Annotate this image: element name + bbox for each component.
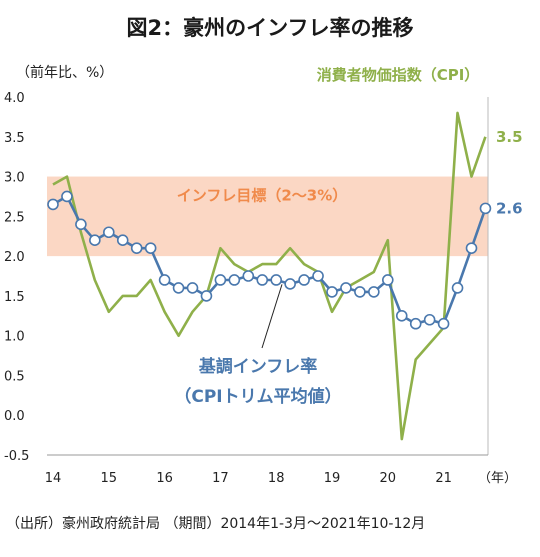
trimmed-mean-point	[423, 313, 436, 326]
trimmed-mean-point	[437, 317, 450, 330]
trimmed-mean-point	[75, 218, 87, 231]
y-tick-label: 1.0	[4, 330, 25, 345]
trimmed-mean-point	[144, 242, 157, 254]
trimmed-mean-point	[256, 274, 269, 286]
trimmed-mean-point	[200, 290, 213, 302]
y-tick-label: 0.5	[4, 369, 25, 384]
y-axis-unit-label: （前年比、%）	[16, 65, 114, 81]
trimmed-mean-end-value-label: 2.6	[496, 199, 523, 217]
x-axis-unit-label: （年）	[478, 471, 517, 486]
trimmed-mean-point	[89, 234, 101, 246]
source-note: （出所）豪州政府統計局 （期間）2014年1-3月～2021年10-12月	[6, 516, 426, 532]
trimmed-mean-point	[381, 274, 394, 286]
trimmed-mean-point	[214, 274, 227, 286]
trimmed-mean-pointer	[261, 284, 283, 349]
cpi-end-value-label: 3.5	[496, 128, 523, 146]
x-tick-label: 14	[45, 471, 62, 486]
cpi-line	[52, 111, 487, 441]
trimmed-mean-point	[172, 282, 185, 294]
trimmed-mean-point	[242, 270, 255, 282]
trimmed-mean-point	[298, 274, 310, 286]
y-axis-ticks: 4.0 3.5 3.0 2.5 2.0 1.5 1.0 0.5 0.0 -0.5	[4, 91, 29, 464]
trimmed-mean-series-label-line1: 基調インフレ率	[198, 356, 318, 377]
trimmed-mean-point	[451, 282, 464, 294]
y-tick-label: 2.0	[4, 250, 25, 265]
trimmed-mean-point	[61, 190, 73, 203]
trimmed-mean-point	[158, 274, 171, 286]
y-tick-label: 2.5	[4, 210, 25, 225]
trimmed-mean-point	[368, 286, 380, 298]
x-tick-label: 17	[212, 471, 229, 486]
trimmed-mean-point	[116, 234, 129, 246]
trimmed-mean-point	[47, 198, 59, 211]
trimmed-mean-point	[312, 270, 324, 282]
y-tick-label: 1.5	[4, 290, 25, 305]
x-tick-label: 20	[380, 471, 397, 486]
series-layer	[47, 111, 492, 441]
trimmed-mean-point	[186, 282, 199, 294]
y-tick-label: -0.5	[4, 449, 29, 464]
trimmed-mean-point	[354, 286, 366, 298]
trimmed-mean-point	[228, 274, 241, 286]
trimmed-mean-point	[395, 309, 408, 322]
x-tick-label: 18	[268, 471, 285, 486]
x-tick-label: 15	[101, 471, 118, 486]
y-tick-label: 0.0	[4, 409, 25, 424]
trimmed-mean-point	[270, 274, 283, 286]
target-band-label: インフレ目標（2～3%）	[177, 186, 347, 204]
trimmed-mean-point	[130, 242, 143, 254]
trimmed-mean-point	[340, 282, 352, 294]
y-tick-label: 3.5	[4, 131, 25, 146]
trimmed-mean-point	[103, 226, 115, 239]
x-axis-ticks: 14 15 16 17 18 19 20 21	[45, 471, 452, 486]
y-tick-label: 3.0	[4, 171, 25, 186]
chart-title: 図2：豪州のインフレ率の推移	[126, 16, 414, 40]
trimmed-mean-point	[465, 242, 478, 254]
trimmed-mean-point	[479, 202, 492, 215]
y-tick-label: 4.0	[4, 91, 25, 106]
trimmed-mean-point	[326, 286, 338, 298]
x-tick-label: 16	[156, 471, 173, 486]
trimmed-mean-point	[409, 317, 422, 330]
trimmed-mean-series-label-line2: （CPIトリム平均値）	[174, 386, 341, 407]
cpi-series-label: 消費者物価指数（CPI）	[317, 66, 480, 84]
x-tick-label: 19	[324, 471, 341, 486]
trimmed-mean-point	[284, 278, 296, 290]
x-tick-label: 21	[435, 471, 452, 486]
